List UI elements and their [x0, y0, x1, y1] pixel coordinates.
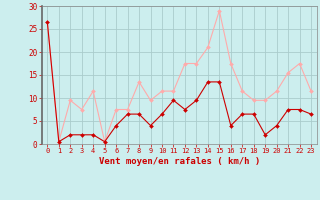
X-axis label: Vent moyen/en rafales ( km/h ): Vent moyen/en rafales ( km/h ): [99, 157, 260, 166]
